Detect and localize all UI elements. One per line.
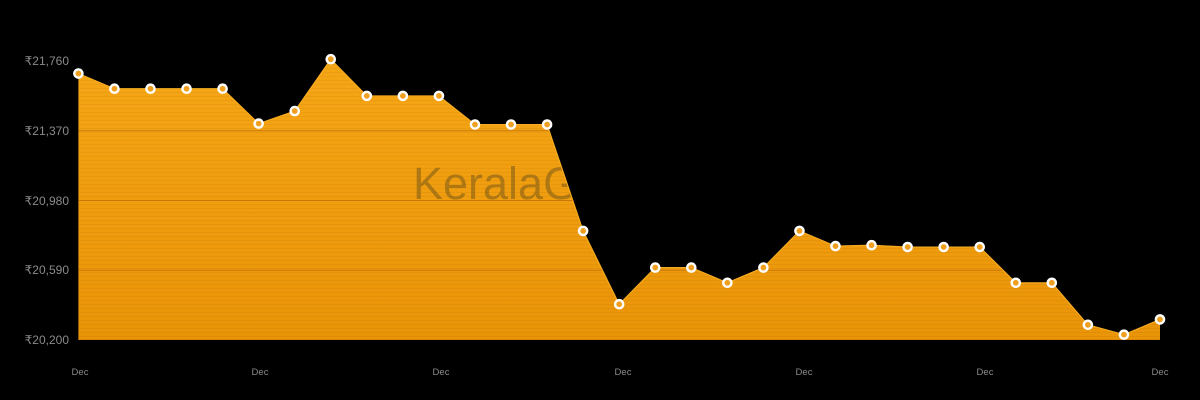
- svg-text:Dec: Dec: [615, 367, 632, 378]
- svg-text:Dec: Dec: [72, 367, 89, 378]
- svg-text:KeralaGold: KeralaGold: [413, 158, 638, 209]
- svg-text:₹21,760: ₹21,760: [25, 54, 70, 68]
- svg-text:₹20,980: ₹20,980: [25, 194, 70, 208]
- svg-text:₹20,590: ₹20,590: [25, 263, 70, 277]
- svg-text:Dec: Dec: [252, 367, 269, 378]
- svg-text:₹20,200: ₹20,200: [25, 333, 70, 347]
- svg-text:Dec: Dec: [1152, 367, 1169, 378]
- svg-text:Dec: Dec: [796, 367, 813, 378]
- svg-text:Dec: Dec: [977, 367, 994, 378]
- svg-text:₹21,370: ₹21,370: [25, 124, 70, 138]
- svg-text:Dec: Dec: [433, 367, 450, 378]
